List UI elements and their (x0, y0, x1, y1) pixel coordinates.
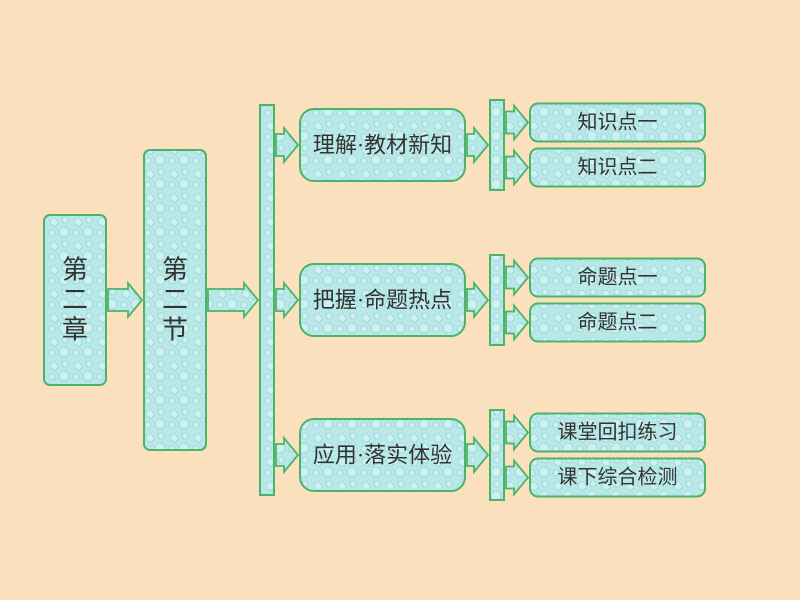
distributor-bar-2-2 (490, 410, 504, 500)
svg-text:节: 节 (162, 316, 188, 345)
svg-text:第: 第 (162, 256, 188, 285)
sub-label-0-1: 知识点二 (578, 156, 658, 179)
distributor-bar-2-0 (490, 100, 504, 190)
svg-text:二: 二 (62, 286, 88, 315)
section-label: 第二节 (162, 256, 188, 345)
topic-label-1: 把握·命题热点 (313, 288, 452, 313)
svg-text:第: 第 (62, 256, 88, 285)
sub-label-1-1: 命题点二 (578, 311, 658, 334)
topic-label-2: 应用·落实体验 (313, 443, 452, 468)
sub-label-2-1: 课下综合检测 (558, 466, 678, 489)
svg-text:章: 章 (62, 316, 88, 345)
topic-label-0: 理解·教材新知 (313, 133, 452, 158)
svg-text:二: 二 (162, 286, 188, 315)
sub-label-0-0: 知识点一 (578, 111, 658, 134)
sub-label-1-0: 命题点一 (578, 266, 658, 289)
chapter-label: 第二章 (62, 256, 88, 345)
flowchart-diagram: 第二章第二节理解·教材新知知识点一知识点二把握·命题热点命题点一命题点二应用·落… (0, 0, 800, 600)
distributor-bar-2-1 (490, 255, 504, 345)
distributor-bar-1 (260, 105, 274, 495)
sub-label-2-0: 课堂回扣练习 (558, 421, 678, 444)
